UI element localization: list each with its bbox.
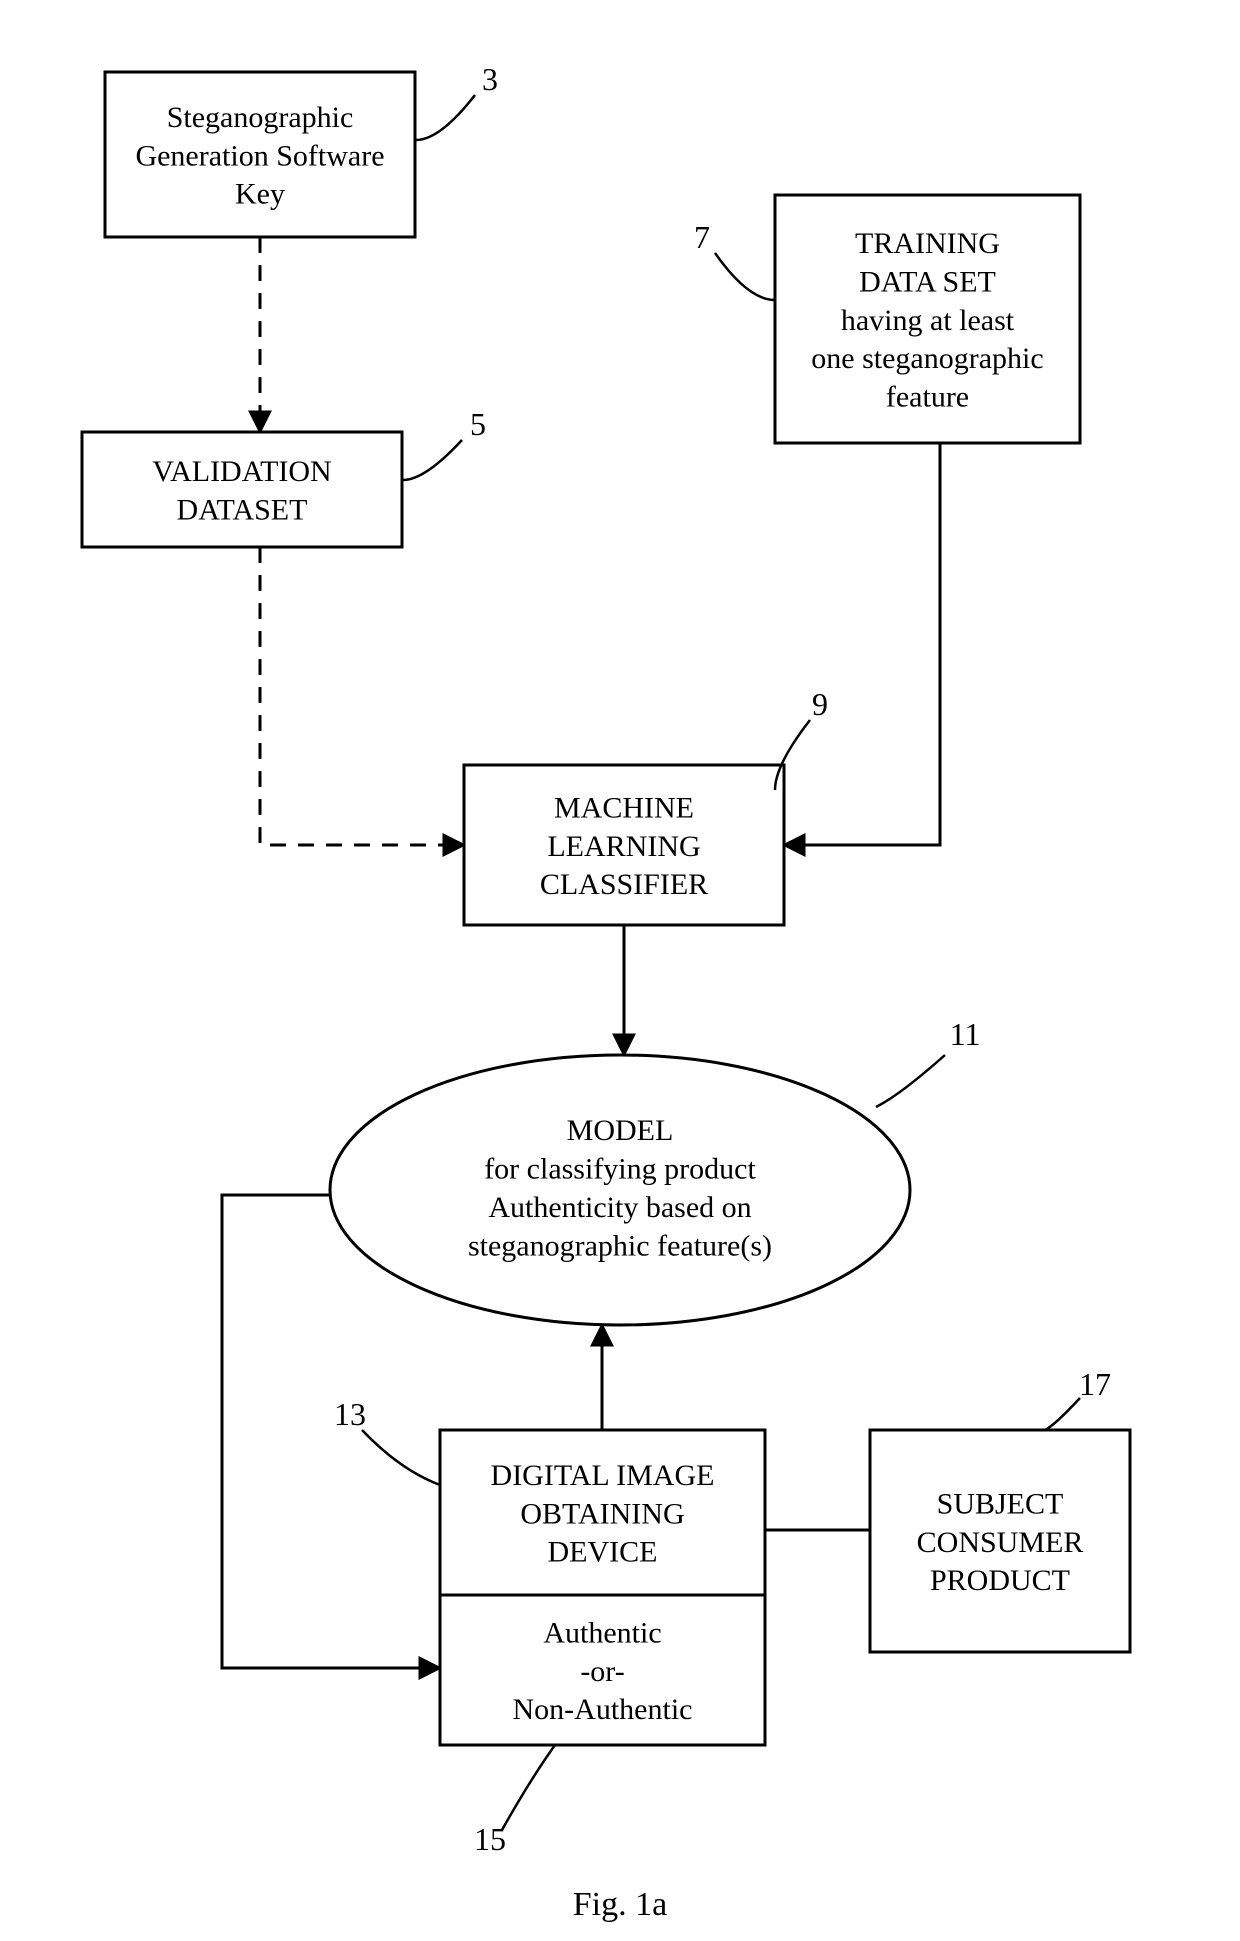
node-7-line: one steganographic <box>811 342 1043 375</box>
node-13-bottom-line: Authentic <box>543 1616 661 1649</box>
node-13-bottom-line: -or- <box>580 1655 624 1688</box>
node-17-line: SUBJECT <box>937 1487 1064 1520</box>
leader-3 <box>416 95 475 140</box>
ref-label-3: 3 <box>482 61 498 97</box>
leader-7 <box>715 253 775 300</box>
node-13-top-line: OBTAINING <box>520 1497 684 1530</box>
node-5-line: VALIDATION <box>152 455 331 488</box>
node-9-line: CLASSIFIER <box>540 868 708 901</box>
node-13-bottom-line: Non-Authentic <box>513 1693 693 1726</box>
edge-2 <box>784 443 940 845</box>
ref-label-9: 9 <box>812 686 828 722</box>
ref-label-17: 17 <box>1079 1366 1111 1402</box>
leader-15 <box>502 1745 555 1830</box>
node-7-line: having at least <box>841 304 1015 337</box>
node-7-line: TRAINING <box>855 227 1000 260</box>
node-11-line: steganographic feature(s) <box>468 1229 772 1262</box>
node-3-line: Key <box>235 178 285 211</box>
leader-17 <box>1045 1398 1080 1430</box>
node-7-line: DATA SET <box>859 265 996 298</box>
flowchart-diagram: Steganographic Generation Software Key VALI… <box>0 0 1240 1941</box>
node-11-line: for classifying product <box>484 1153 756 1186</box>
ref-label-5: 5 <box>470 406 486 442</box>
figure-caption: Fig. 1a <box>573 1886 667 1923</box>
node-13-top-line: DEVICE <box>548 1536 658 1569</box>
leader-13 <box>362 1430 440 1485</box>
node-9-line: LEARNING <box>547 830 700 863</box>
node-11-line: Authenticity based on <box>488 1191 751 1224</box>
node-11 <box>330 1055 910 1325</box>
ref-label-7: 7 <box>694 219 710 255</box>
node-3-line: Steganographic <box>167 101 354 134</box>
node-5-line: DATASET <box>177 494 308 527</box>
node-11-line: MODEL <box>567 1114 674 1147</box>
leader-11 <box>876 1055 945 1107</box>
edge-1 <box>260 547 464 845</box>
node-5 <box>82 432 402 547</box>
node-17-line: CONSUMER <box>917 1526 1084 1559</box>
ref-label-11: 11 <box>950 1016 981 1052</box>
node-7-line: feature <box>886 381 969 414</box>
node-17-line: PRODUCT <box>930 1564 1070 1597</box>
ref-label-15: 15 <box>474 1821 506 1857</box>
ref-label-13: 13 <box>334 1396 366 1432</box>
leader-5 <box>403 440 462 480</box>
node-13-top-line: DIGITAL IMAGE <box>491 1459 715 1492</box>
node-3-line: Generation Software <box>135 139 384 172</box>
node-9-line: MACHINE <box>554 791 694 824</box>
